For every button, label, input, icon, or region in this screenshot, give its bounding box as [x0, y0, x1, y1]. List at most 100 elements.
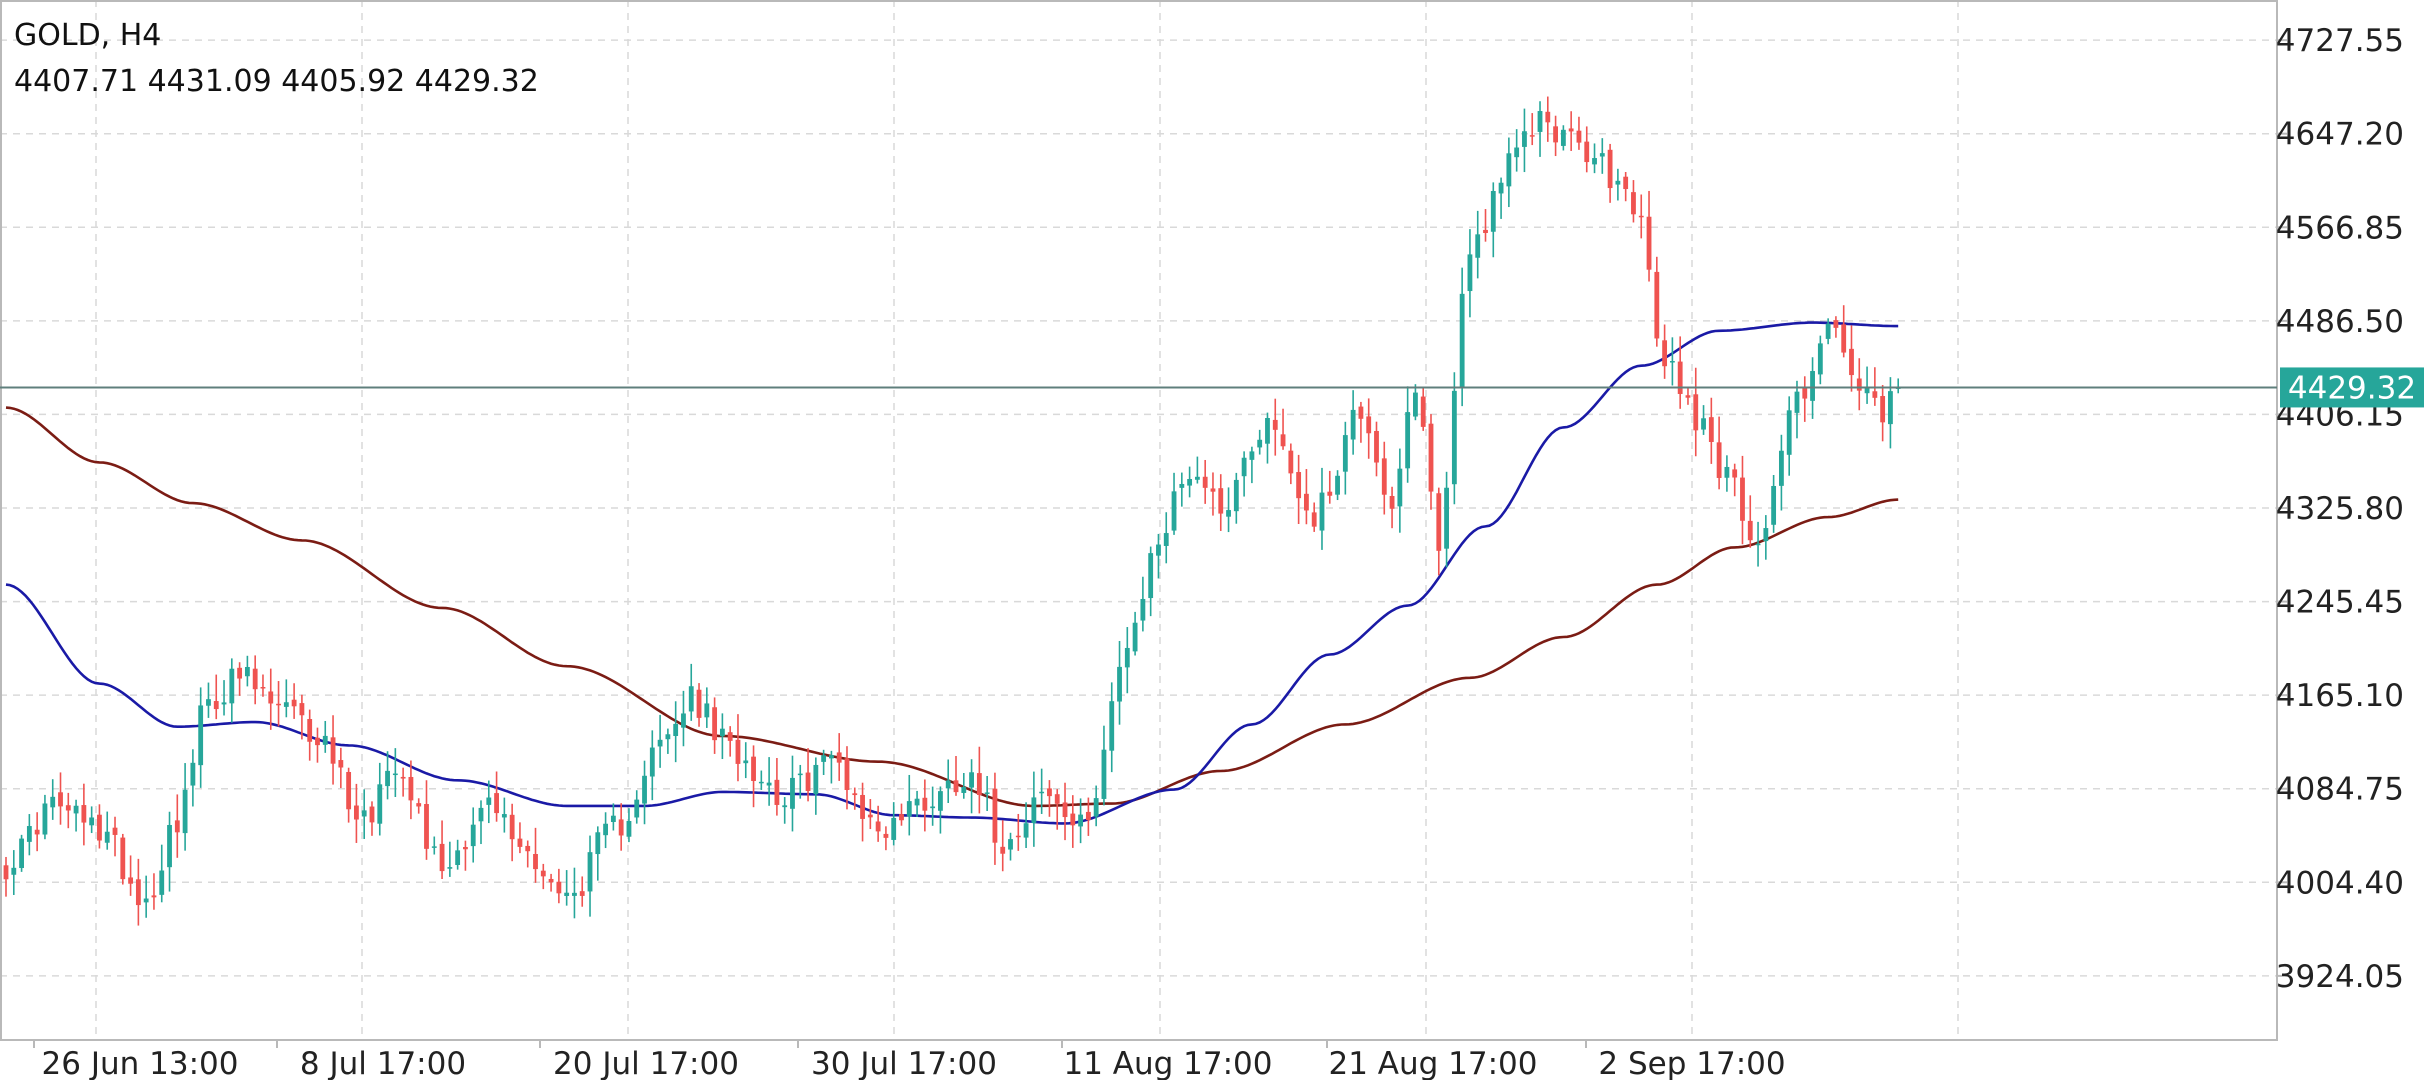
candle-body — [867, 814, 873, 818]
candle-body — [1825, 323, 1831, 339]
candle-body — [1631, 192, 1636, 215]
candle-body — [1000, 846, 1006, 854]
time-axis[interactable]: 26 Jun 13:00 8 Jul 17:00 20 Jul 17:00 30 Ju… — [33, 1040, 1786, 1082]
candle-body — [1257, 439, 1263, 448]
candle-body — [1483, 229, 1488, 233]
y-tick-label: 4245.45 — [2276, 585, 2404, 621]
candle-body — [1740, 477, 1745, 521]
candle-body — [1872, 391, 1878, 398]
candle-body — [719, 728, 725, 737]
candle-body — [128, 877, 134, 884]
candle-body — [922, 797, 928, 811]
candle-body — [517, 838, 523, 847]
candle-body — [1444, 487, 1449, 549]
candle-body — [276, 703, 281, 706]
candle-body — [299, 703, 305, 716]
candle-body — [1194, 476, 1200, 480]
candle-body — [1070, 813, 1076, 826]
candle-body — [696, 689, 702, 718]
candle-body — [73, 805, 79, 814]
candle-body — [1802, 387, 1808, 399]
candle-body — [1436, 493, 1442, 551]
candle-body — [1778, 450, 1784, 486]
candle-body — [603, 823, 609, 836]
candle-body — [1638, 215, 1644, 218]
candle-body — [1459, 293, 1465, 389]
candle-body — [992, 788, 998, 843]
candle-body — [844, 758, 850, 790]
candle-body — [167, 824, 172, 868]
grid — [0, 0, 2277, 1040]
candle-body — [283, 702, 289, 707]
candle-body — [1475, 234, 1481, 258]
x-tick-label: 11 Aug 17:00 — [1063, 1046, 1272, 1080]
candle-body — [1327, 491, 1333, 496]
candle-body — [1272, 419, 1278, 430]
ma-slow-line — [5, 406, 1899, 808]
candle-body — [1101, 749, 1107, 799]
candle-body — [735, 739, 741, 764]
y-tick-label: 4084.75 — [2276, 772, 2404, 808]
candle-body — [1654, 271, 1660, 339]
candle-body — [1350, 409, 1356, 440]
candle-body — [852, 793, 858, 796]
candle-body — [307, 719, 313, 742]
candle-body — [930, 806, 936, 809]
y-tick-label: 4647.20 — [2276, 117, 2404, 153]
candle-body — [727, 732, 733, 741]
candle-body — [821, 755, 827, 762]
candle-body — [1109, 701, 1115, 751]
candle-body — [1662, 340, 1668, 367]
x-tick-label: 21 Aug 17:00 — [1328, 1046, 1537, 1080]
candle-body — [587, 852, 593, 892]
candle-body — [346, 771, 352, 810]
candle-body — [213, 701, 219, 710]
candle-body — [143, 898, 149, 903]
price-axis[interactable]: 4727.554647.204566.854486.504406.154325.… — [2276, 23, 2424, 995]
candle-body — [673, 723, 679, 737]
candle-body — [1646, 216, 1652, 270]
candle-body — [1008, 839, 1013, 850]
candle-body — [1607, 149, 1613, 189]
candle-body — [1039, 791, 1045, 794]
candle-body — [1592, 158, 1597, 165]
ma-fast-line — [5, 321, 1899, 825]
candle-body — [595, 832, 601, 855]
candle-body — [1218, 488, 1224, 514]
candle-body — [813, 764, 819, 795]
ohlc-values: 4407.71 4431.09 4405.92 4429.32 — [14, 64, 539, 99]
candle-body — [1677, 361, 1683, 394]
candle-body — [1576, 130, 1582, 143]
candle-body — [338, 760, 344, 768]
candle-body — [385, 770, 390, 787]
candle-body — [120, 837, 126, 880]
y-tick-label: 4165.10 — [2276, 678, 2404, 714]
candle-body — [704, 703, 710, 718]
candle-body — [1210, 488, 1216, 492]
candle-body — [1685, 395, 1691, 398]
candle-body — [182, 789, 188, 834]
candle-body — [1187, 478, 1193, 486]
candle-body — [1156, 544, 1161, 556]
candle-body — [50, 796, 56, 808]
candle-body — [1226, 510, 1231, 517]
candle-body — [797, 773, 803, 776]
candle-body — [945, 780, 951, 789]
candle-body — [540, 870, 546, 877]
candle-body — [1202, 476, 1208, 488]
candle-body — [1669, 361, 1675, 363]
candle-body — [1888, 391, 1893, 425]
symbol-title: GOLD, H4 — [14, 18, 162, 53]
candle-body — [1708, 417, 1714, 442]
candle-body — [1280, 434, 1286, 447]
x-tick-label: 8 Jul 17:00 — [300, 1046, 466, 1080]
candle-body — [953, 780, 959, 793]
candle-body — [1296, 472, 1302, 499]
candle-body — [1397, 468, 1403, 507]
candle-body — [1117, 666, 1122, 702]
candle-body — [1529, 135, 1535, 137]
candle-body — [875, 821, 881, 832]
candles — [3, 96, 1901, 926]
